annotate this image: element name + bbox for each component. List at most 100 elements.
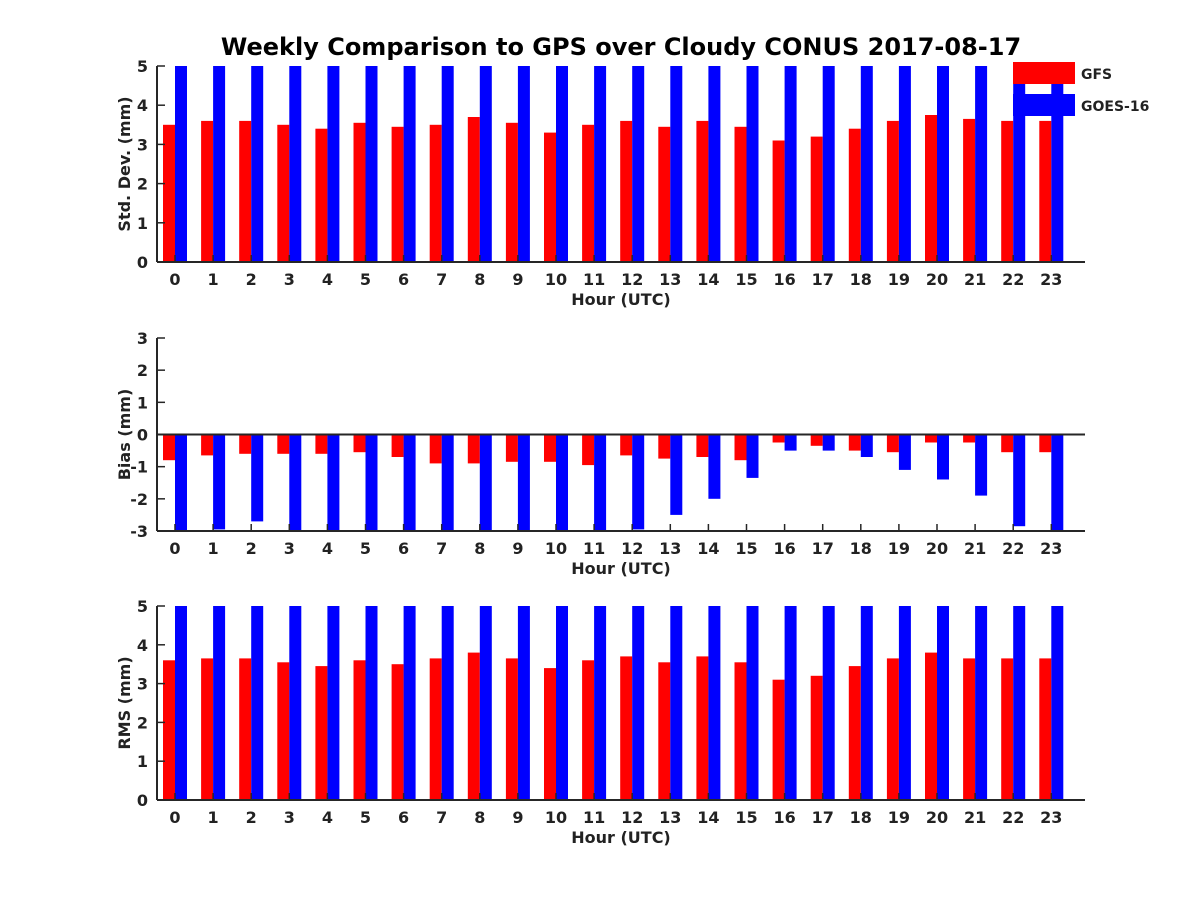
bar-gfs-rms-0: [163, 660, 175, 800]
bar-gfs-stddev-17: [810, 136, 823, 262]
bar-goes-16-rms-4: [327, 606, 340, 800]
bar-gfs-rms-8: [467, 652, 480, 800]
bar-gfs-bias-1: [201, 434, 214, 456]
bar-gfs-stddev-16: [772, 140, 785, 262]
bar-goes-16-stddev-14: [708, 66, 721, 262]
x-tick-label: 15: [735, 270, 757, 289]
legend-label-goes-16: GOES-16: [1081, 99, 1149, 115]
bar-gfs-rms-14: [696, 656, 709, 800]
x-tick-label: 1: [208, 539, 219, 558]
x-tick-label: 1: [208, 808, 219, 827]
y-tick-label: 0: [137, 791, 148, 810]
bar-goes-16-bias-20: [937, 434, 949, 480]
x-tick-label: 16: [773, 539, 795, 558]
bar-goes-16-rms-2: [251, 606, 264, 800]
bar-goes-16-rms-17: [822, 606, 835, 800]
bar-gfs-stddev-23: [1039, 120, 1052, 262]
bar-goes-16-rms-10: [556, 606, 568, 800]
x-tick-label: 2: [246, 270, 257, 289]
bar-goes-16-rms-18: [860, 606, 873, 800]
bar-goes-16-stddev-20: [937, 66, 949, 262]
bar-goes-16-rms-9: [517, 606, 530, 800]
bar-goes-16-stddev-7: [441, 66, 454, 262]
x-tick-label: 8: [474, 270, 485, 289]
bar-gfs-bias-5: [353, 434, 366, 453]
bar-goes-16-stddev-0: [175, 66, 187, 262]
x-tick-label: 10: [545, 539, 567, 558]
bar-goes-16-rms-8: [479, 606, 492, 800]
x-tick-label: 19: [888, 808, 910, 827]
bar-goes-16-stddev-6: [403, 66, 416, 262]
y-tick-label: 1: [137, 752, 148, 771]
y-tick-label: 2: [137, 713, 148, 732]
bar-goes-16-rms-6: [403, 606, 416, 800]
x-tick-label: 11: [583, 808, 605, 827]
bar-goes-16-rms-7: [441, 606, 454, 800]
bar-gfs-stddev-13: [658, 126, 671, 262]
bar-goes-16-rms-20: [937, 606, 949, 800]
x-tick-label: 8: [474, 808, 485, 827]
bar-goes-16-stddev-1: [213, 66, 226, 262]
legend-swatch-goes-16: [1013, 94, 1075, 116]
bar-gfs-bias-17: [810, 434, 823, 446]
bar-gfs-rms-4: [315, 666, 328, 800]
bar-gfs-stddev-10: [544, 132, 556, 262]
bar-gfs-bias-22: [1001, 434, 1014, 453]
x-tick-label: 23: [1040, 539, 1062, 558]
bar-goes-16-rms-16: [784, 606, 797, 800]
bar-gfs-bias-21: [963, 434, 976, 443]
y-tick-label: 3: [137, 675, 148, 694]
x-tick-label: 13: [659, 808, 681, 827]
legend-label-gfs: GFS: [1081, 67, 1112, 83]
bar-gfs-bias-2: [239, 434, 252, 454]
bar-gfs-stddev-6: [391, 126, 404, 262]
bar-gfs-stddev-9: [505, 122, 518, 262]
bar-gfs-bias-4: [315, 434, 328, 454]
x-tick-label: 1: [208, 270, 219, 289]
bar-goes-16-stddev-13: [670, 66, 683, 262]
x-tick-label: 21: [964, 808, 986, 827]
bar-goes-16-rms-0: [175, 606, 187, 800]
bar-gfs-stddev-21: [963, 118, 976, 262]
bar-goes-16-rms-1: [213, 606, 226, 800]
bar-gfs-bias-6: [391, 434, 404, 457]
x-tick-label: 20: [926, 808, 948, 827]
bar-gfs-stddev-20: [925, 115, 937, 262]
bar-gfs-stddev-14: [696, 120, 709, 262]
x-tick-label: 6: [398, 270, 409, 289]
x-axis-label: Hour (UTC): [571, 559, 671, 578]
bar-gfs-bias-0: [163, 434, 175, 461]
x-tick-label: 3: [284, 270, 295, 289]
x-tick-label: 10: [545, 270, 567, 289]
y-tick-label: 3: [137, 135, 148, 154]
bar-gfs-bias-19: [886, 434, 899, 453]
bar-goes-16-bias-0: [175, 434, 187, 531]
bar-goes-16-bias-15: [746, 434, 759, 478]
y-axis-label: Std. Dev. (mm): [115, 96, 134, 231]
x-axis-label: Hour (UTC): [571, 290, 671, 309]
bar-goes-16-stddev-9: [517, 66, 530, 262]
x-tick-label: 15: [735, 808, 757, 827]
bar-gfs-stddev-4: [315, 128, 328, 262]
y-tick-label: 2: [137, 361, 148, 380]
bar-gfs-rms-23: [1039, 658, 1052, 800]
bar-goes-16-stddev-8: [479, 66, 492, 262]
y-tick-label: 0: [137, 253, 148, 272]
bar-gfs-rms-7: [429, 658, 442, 800]
x-tick-label: 20: [926, 270, 948, 289]
bar-goes-16-stddev-18: [860, 66, 873, 262]
bar-goes-16-bias-19: [898, 434, 911, 470]
x-tick-label: 17: [812, 808, 834, 827]
bar-goes-16-bias-22: [1013, 434, 1026, 527]
x-tick-label: 12: [621, 808, 643, 827]
x-tick-label: 20: [926, 539, 948, 558]
bar-goes-16-bias-14: [708, 434, 721, 499]
legend: GFS GOES-16: [1013, 62, 1149, 116]
bar-gfs-rms-10: [544, 668, 556, 800]
bar-goes-16-bias-2: [251, 434, 264, 522]
bar-goes-16-stddev-4: [327, 66, 340, 262]
x-tick-label: 19: [888, 539, 910, 558]
legend-swatch-gfs: [1013, 62, 1075, 84]
